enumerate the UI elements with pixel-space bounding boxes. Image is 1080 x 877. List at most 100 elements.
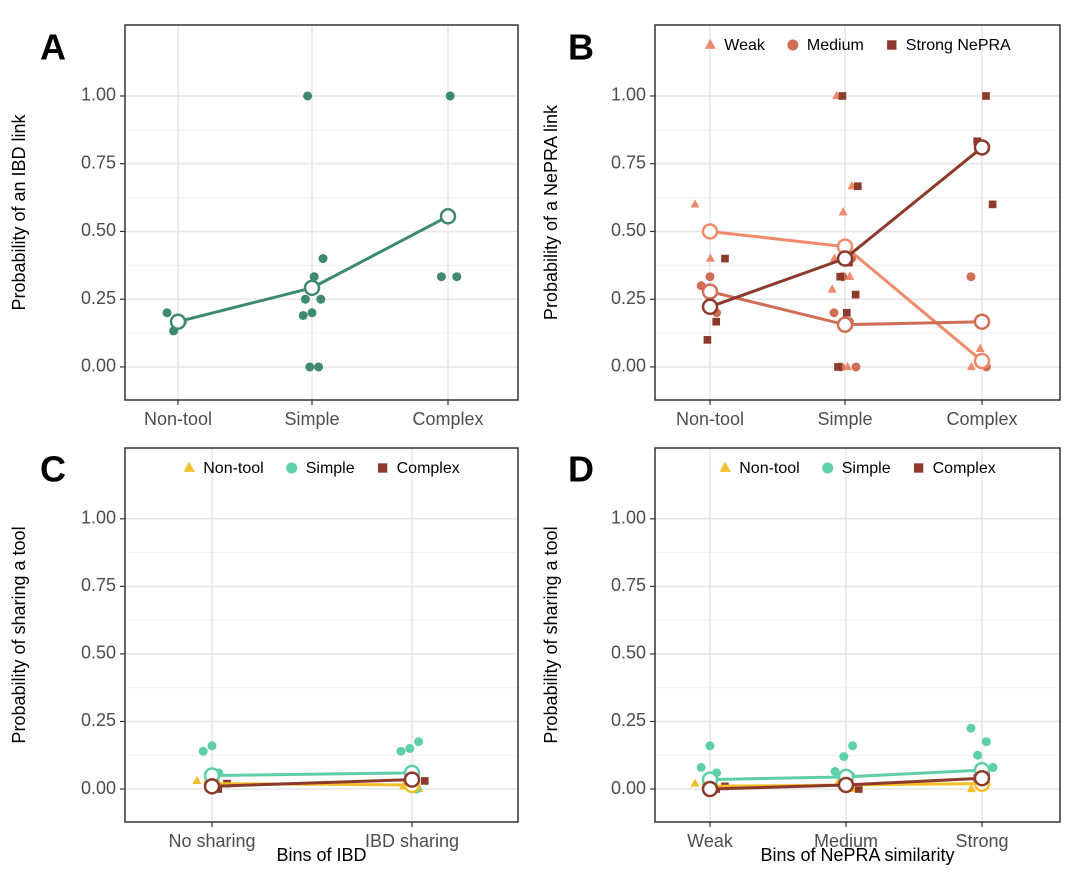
mean-point [836,250,854,267]
point [314,362,324,372]
y-tick-label: 0.75 [81,575,116,595]
point [192,775,202,785]
point [420,777,429,785]
point [696,762,706,772]
point [377,463,388,473]
y-tick-label: 0.75 [81,152,116,172]
point [829,308,839,318]
panel: 0.00 0.25 0.50 0.75 1.00 No sharing IBD sharin… [9,447,519,865]
point [721,254,729,263]
point [704,38,716,49]
mean-line [211,771,413,778]
mean-point [973,139,991,156]
mean-point [973,313,991,330]
point [973,750,983,760]
point [307,308,317,318]
y-tick-label: 1.00 [611,85,646,105]
point [848,741,858,751]
legend-label: Non-tool [203,460,263,477]
x-tick-label: Non-tool [144,409,212,429]
y-tick-label: 0.25 [81,710,116,730]
legend-label: Weak [724,37,766,54]
point [988,762,998,772]
panel: 0.00 0.25 0.50 0.75 1.00 Non-tool Simple Comple… [541,24,1061,429]
y-tick-label: 0.00 [611,778,646,798]
point [705,741,715,751]
point [436,272,446,282]
point [851,290,860,299]
y-tick-label: 0.00 [81,356,116,376]
y-tick-label: 0.50 [81,643,116,663]
point [286,462,298,474]
mean-point [701,283,719,300]
point [839,752,849,762]
point [414,737,424,747]
y-axis-title: Probability of a NePRA link [541,104,561,320]
x-tick-label: Complex [946,409,1017,429]
legend: Weak Medium Strong NePRA [704,37,1011,54]
x-tick-label: IBD sharing [365,831,459,851]
legend-label: Simple [842,460,891,477]
y-tick-label: 0.25 [611,288,646,308]
point [981,737,991,747]
mean-point [973,352,991,370]
panel-label: B [568,27,594,68]
point [975,343,985,352]
legend-label: Non-tool [739,460,799,477]
y-tick-label: 0.00 [81,778,116,798]
legend-label: Complex [933,460,996,477]
point [303,91,313,101]
y-tick-label: 0.00 [611,356,646,376]
point [966,361,976,371]
mean-point [701,298,719,316]
mean-point [837,776,855,794]
x-tick-label: Non-tool [676,409,744,429]
x-tick-label: Simple [817,409,872,429]
point [836,272,845,281]
point [690,778,700,787]
point [887,40,897,50]
point [207,741,217,751]
plot-border [124,24,519,401]
y-tick-label: 0.25 [611,710,646,730]
legend-label: Simple [306,460,355,477]
panel-label: C [40,449,66,490]
point [838,92,847,100]
point [183,461,195,472]
panel-label: A [40,27,66,68]
point [712,317,721,326]
legend-label: Complex [397,460,460,477]
point [316,294,326,304]
point [830,766,840,776]
mean-point [439,208,457,225]
point [829,253,839,262]
point [405,743,415,753]
x-tick-label: Complex [412,409,483,429]
point [162,308,172,318]
point [966,783,976,793]
point [705,272,715,282]
y-tick-label: 0.75 [611,152,646,172]
x-tick-label: Weak [687,831,734,851]
y-tick-label: 0.50 [611,643,646,663]
legend: Non-tool Simple Complex [183,460,460,477]
x-tick-label: No sharing [168,831,255,851]
point [318,254,328,264]
point [445,91,455,101]
mean-point [169,313,187,330]
y-axis-title: Probability of sharing a tool [541,526,561,743]
legend-label: Strong NePRA [906,37,1011,54]
point [838,207,848,216]
mean-point [973,769,991,787]
point [913,463,924,473]
panel: 0.00 0.25 0.50 0.75 1.00 Non-tool Simple Comple… [9,24,519,429]
point [982,92,990,100]
y-tick-label: 1.00 [611,508,646,528]
point [843,361,853,371]
mean-point [836,316,854,333]
point [452,272,462,282]
x-axis-title: Bins of IBD [276,845,366,865]
point [845,271,855,280]
point [705,253,715,262]
